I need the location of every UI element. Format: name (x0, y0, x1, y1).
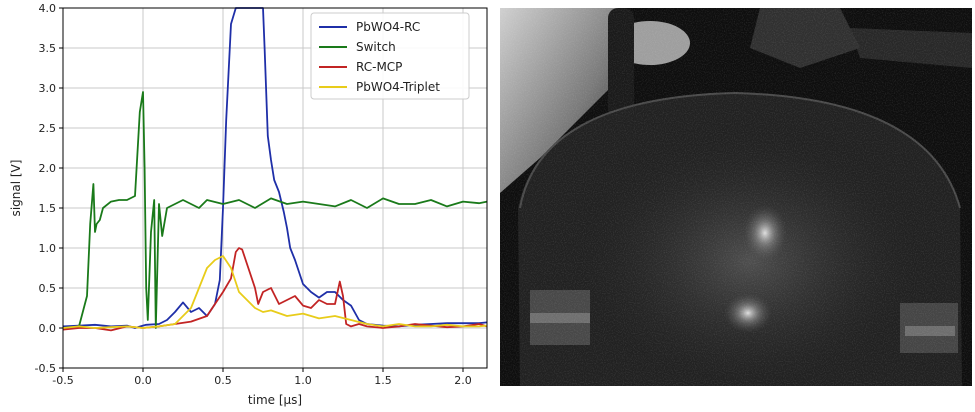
x-tick-label: 1.0 (294, 374, 312, 387)
series-line-rc-mcp (62, 247, 488, 332)
y-tick-label: 2.5 (39, 122, 57, 135)
camera-image-drawing (500, 8, 972, 386)
x-axis-label: time [μs] (248, 393, 302, 407)
y-tick-label: 4.0 (39, 2, 57, 15)
y-tick-label: 3.5 (39, 42, 57, 55)
y-tick-label: 1.0 (39, 242, 57, 255)
series-line-switch (62, 91, 488, 329)
legend: PbWO4-RC Switch RC-MCP PbWO4-Triplet (310, 12, 470, 100)
plot-frame (62, 7, 488, 369)
series-lines (62, 7, 488, 332)
x-tick-label: 0.0 (134, 374, 152, 387)
legend-label: Switch (356, 40, 396, 54)
camera-image (500, 8, 972, 386)
legend-box (310, 12, 470, 100)
axis-ticks: -0.5 0.0 0.5 1.0 1.5 2.0 -0.5 0.0 0.5 1.0 1.5 2.0 2.… (35, 2, 472, 387)
x-tick-label: 2.0 (454, 374, 472, 387)
x-tick-label: 1.5 (374, 374, 392, 387)
signal-plot: -0.5 0.0 0.5 1.0 1.5 2.0 -0.5 0.0 0.5 1.0 1.5 2.0 2.… (9, 2, 488, 407)
legend-label: PbWO4-RC (356, 20, 420, 34)
series-line-pbwo4-rc (62, 7, 488, 329)
y-tick-label: -0.5 (35, 362, 56, 375)
y-axis-label: signal [V] (9, 160, 23, 217)
y-tick-label: 1.5 (39, 202, 57, 215)
series-line-pbwo4-triplet (62, 255, 488, 329)
y-tick-label: 3.0 (39, 82, 57, 95)
y-tick-label: 0.5 (39, 282, 57, 295)
x-tick-label: 0.5 (214, 374, 232, 387)
y-tick-label: 0.0 (39, 322, 57, 335)
x-tick-label: -0.5 (52, 374, 73, 387)
legend-label: PbWO4-Triplet (356, 80, 440, 94)
legend-label: RC-MCP (356, 60, 402, 74)
y-tick-label: 2.0 (39, 162, 57, 175)
